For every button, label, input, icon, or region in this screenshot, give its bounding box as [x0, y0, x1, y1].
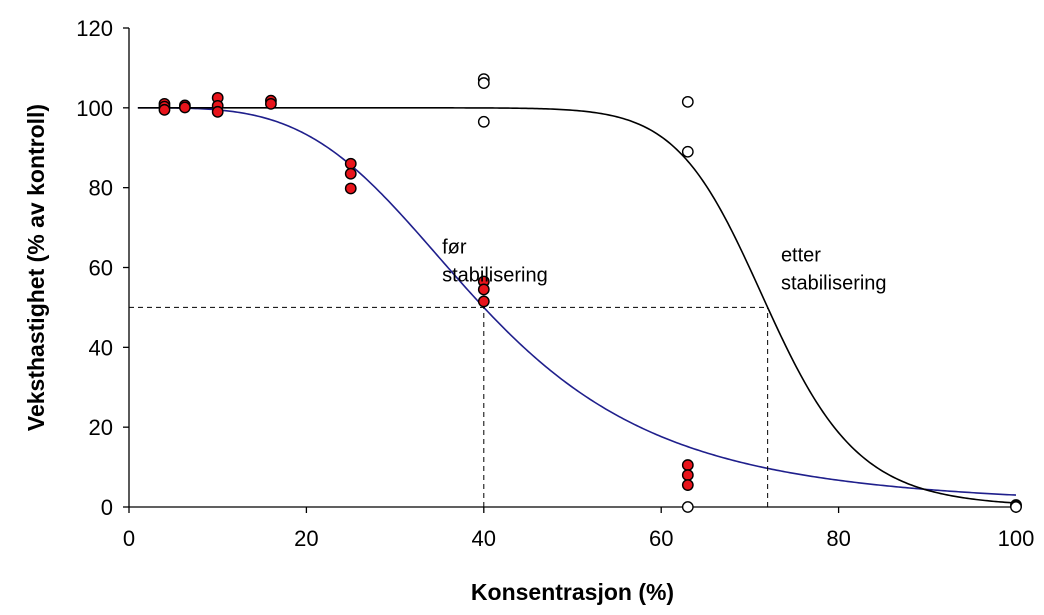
annotations: før stabilisering etter stabilisering	[442, 237, 886, 295]
annotation-line: stabilisering	[781, 273, 887, 295]
x-tick-label: 0	[123, 526, 135, 551]
x-tick-label: 80	[826, 526, 850, 551]
point-after	[477, 115, 490, 128]
x-axis-ticks: 0 20 40 60 80 100	[123, 507, 1034, 551]
point-before	[178, 101, 191, 114]
point-before	[681, 469, 694, 481]
annotation-line: etter	[781, 245, 821, 267]
point-after	[1010, 501, 1022, 513]
point-before	[477, 295, 490, 308]
point-before	[344, 157, 357, 170]
point-before	[681, 459, 694, 471]
y-tick-label: 40	[89, 335, 113, 360]
fit-curve-before	[137, 107, 1017, 496]
annotation-line: stabilisering	[442, 265, 548, 287]
y-tick-label: 60	[89, 256, 113, 281]
annotation-before: før stabilisering	[442, 237, 548, 287]
x-axis-title: Konsentrasjon (%)	[471, 579, 674, 605]
point-after	[477, 77, 490, 89]
y-axis-ticks: 0 20 40 60 80 100 120	[76, 16, 129, 520]
point-before	[477, 283, 490, 296]
x-tick-label: 40	[472, 526, 496, 551]
reference-lines	[129, 306, 769, 507]
point-before	[211, 105, 224, 118]
annotation-after: etter stabilisering	[781, 245, 887, 295]
point-after	[681, 95, 694, 108]
y-tick-label: 20	[89, 415, 113, 440]
y-tick-label: 80	[89, 176, 113, 201]
point-before	[158, 103, 171, 116]
point-before	[265, 97, 277, 110]
y-tick-label: 0	[101, 495, 113, 520]
point-before	[681, 479, 694, 491]
y-tick-label: 100	[76, 96, 113, 121]
point-before	[344, 182, 357, 195]
y-tick-label: 120	[76, 16, 113, 41]
annotation-line: før	[442, 237, 467, 259]
y-axis-title: Veksthastighet (% av kontroll)	[23, 104, 49, 431]
point-after	[681, 501, 694, 513]
fit-curve-after	[137, 107, 1017, 504]
x-tick-label: 60	[649, 526, 673, 551]
data-points	[158, 73, 1022, 513]
point-before	[344, 167, 357, 180]
x-tick-label: 20	[294, 526, 318, 551]
fit-curves	[137, 107, 1017, 504]
x-tick-label: 100	[998, 526, 1035, 551]
point-after	[681, 145, 694, 158]
